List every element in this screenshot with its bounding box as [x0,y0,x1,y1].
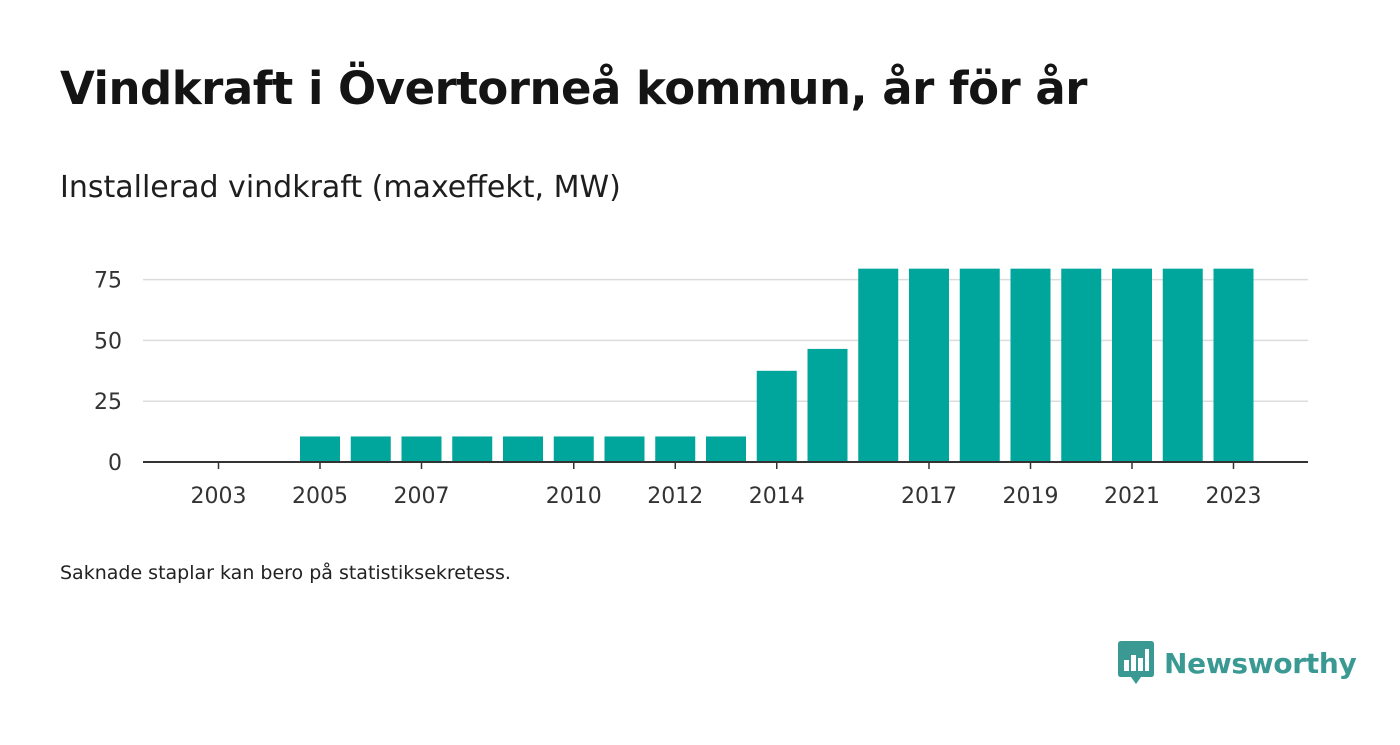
bar-2009 [503,436,543,462]
bar-2017 [909,268,949,462]
x-tick-label: 2003 [191,484,247,509]
bar-2013 [706,436,746,462]
x-tick-label: 2005 [292,484,348,509]
x-axis-ticks: 2003 2005 2007 2010 2012 2014 2017 2019 2021 2023 [191,462,1262,509]
newsworthy-logo: Newsworthy [1118,641,1357,685]
x-tick-label: 2021 [1104,484,1160,509]
y-tick-label: 25 [94,390,122,415]
footnote: Saknade staplar kan bero på statistiksek… [60,562,511,584]
bar-2022 [1162,268,1203,462]
bar-2015 [807,348,848,462]
bar-2012 [655,436,696,462]
y-tick-label: 0 [108,451,122,476]
bar-2011 [604,436,645,462]
x-tick-label: 2023 [1206,484,1262,509]
x-tick-label: 2019 [1003,484,1059,509]
x-tick-label: 2007 [394,484,450,509]
bar-2020 [1061,268,1102,462]
x-tick-label: 2012 [647,484,703,509]
bar-2021 [1112,268,1152,462]
y-axis-labels: 0 25 50 75 [94,269,122,476]
bar-chart-speech-bubble-icon [1118,641,1154,684]
chart-subtitle: Installerad vindkraft (maxeffekt, MW) [60,170,621,205]
bars [300,268,1254,462]
x-tick-label: 2014 [749,484,805,509]
bar-2018 [959,268,1000,462]
bar-2023 [1213,268,1254,462]
bar-2008 [452,436,493,462]
brand-name: Newsworthy [1164,646,1357,680]
bar-2010 [553,436,594,462]
bar-2005 [300,436,340,462]
x-tick-label: 2017 [901,484,957,509]
bar-2014 [756,370,797,462]
y-tick-label: 75 [94,269,122,294]
chart-title: Vindkraft i Övertorneå kommun, år för år [60,62,1087,115]
bar-2006 [350,436,391,462]
bar-2007 [401,436,442,462]
bar-2019 [1010,268,1051,462]
y-tick-label: 50 [94,329,122,354]
x-tick-label: 2010 [546,484,602,509]
bar-2016 [858,268,899,462]
